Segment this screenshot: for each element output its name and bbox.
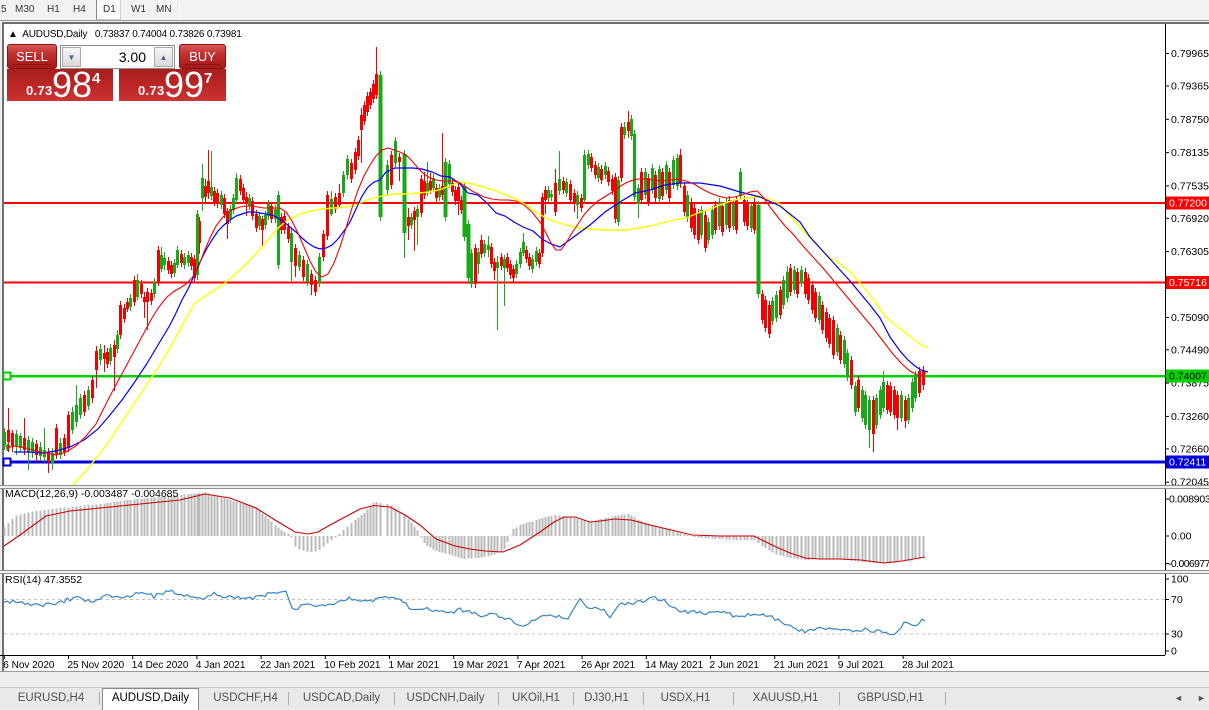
svg-text:30: 30 bbox=[1171, 629, 1183, 641]
svg-text:2 Jun 2021: 2 Jun 2021 bbox=[710, 660, 760, 671]
svg-text:26 Apr 2021: 26 Apr 2021 bbox=[581, 660, 635, 671]
svg-text:100: 100 bbox=[1171, 574, 1189, 586]
svg-text:0.00: 0.00 bbox=[1171, 531, 1192, 543]
svg-text:0.74007: 0.74007 bbox=[1169, 371, 1207, 383]
svg-text:14 May 2021: 14 May 2021 bbox=[645, 660, 703, 671]
svg-text:0.74490: 0.74490 bbox=[1171, 344, 1209, 356]
svg-text:0.73260: 0.73260 bbox=[1171, 411, 1209, 423]
svg-text:0.77200: 0.77200 bbox=[1169, 198, 1207, 210]
svg-text:25 Nov 2020: 25 Nov 2020 bbox=[68, 660, 125, 671]
svg-text:21 Jun 2021: 21 Jun 2021 bbox=[774, 660, 829, 671]
svg-text:0.72411: 0.72411 bbox=[1169, 457, 1206, 469]
svg-text:0.75090: 0.75090 bbox=[1171, 312, 1209, 324]
svg-text:MACD(12,26,9) -0.003487 -0.004: MACD(12,26,9) -0.003487 -0.004685 bbox=[5, 488, 179, 500]
svg-text:0.008903: 0.008903 bbox=[1169, 494, 1209, 506]
svg-text:0.78750: 0.78750 bbox=[1171, 114, 1209, 126]
svg-text:0.72660: 0.72660 bbox=[1171, 443, 1209, 455]
svg-text:0.76305: 0.76305 bbox=[1171, 246, 1209, 258]
svg-text:1 Mar 2021: 1 Mar 2021 bbox=[389, 660, 440, 671]
svg-text:0.75716: 0.75716 bbox=[1169, 277, 1207, 289]
svg-text:0.76920: 0.76920 bbox=[1171, 213, 1209, 225]
svg-text:9 Jul 2021: 9 Jul 2021 bbox=[838, 660, 885, 671]
svg-text:4 Jan 2021: 4 Jan 2021 bbox=[196, 660, 246, 671]
svg-text:14 Dec 2020: 14 Dec 2020 bbox=[132, 660, 189, 671]
svg-text:70: 70 bbox=[1171, 594, 1183, 606]
svg-text:-0.006977: -0.006977 bbox=[1168, 558, 1209, 570]
svg-text:7 Apr 2021: 7 Apr 2021 bbox=[517, 660, 566, 671]
svg-text:RSI(14) 47.3552: RSI(14) 47.3552 bbox=[5, 574, 82, 586]
svg-text:0.79965: 0.79965 bbox=[1171, 48, 1209, 60]
svg-text:10 Feb 2021: 10 Feb 2021 bbox=[324, 660, 381, 671]
svg-text:6 Nov 2020: 6 Nov 2020 bbox=[3, 660, 55, 671]
svg-text:0.79365: 0.79365 bbox=[1171, 81, 1209, 93]
svg-text:0.77535: 0.77535 bbox=[1171, 180, 1209, 192]
svg-text:0: 0 bbox=[1171, 646, 1177, 658]
svg-text:0.78135: 0.78135 bbox=[1171, 147, 1209, 159]
svg-text:28 Jul 2021: 28 Jul 2021 bbox=[902, 660, 954, 671]
svg-text:22 Jan 2021: 22 Jan 2021 bbox=[260, 660, 315, 671]
svg-text:19 Mar 2021: 19 Mar 2021 bbox=[453, 660, 510, 671]
